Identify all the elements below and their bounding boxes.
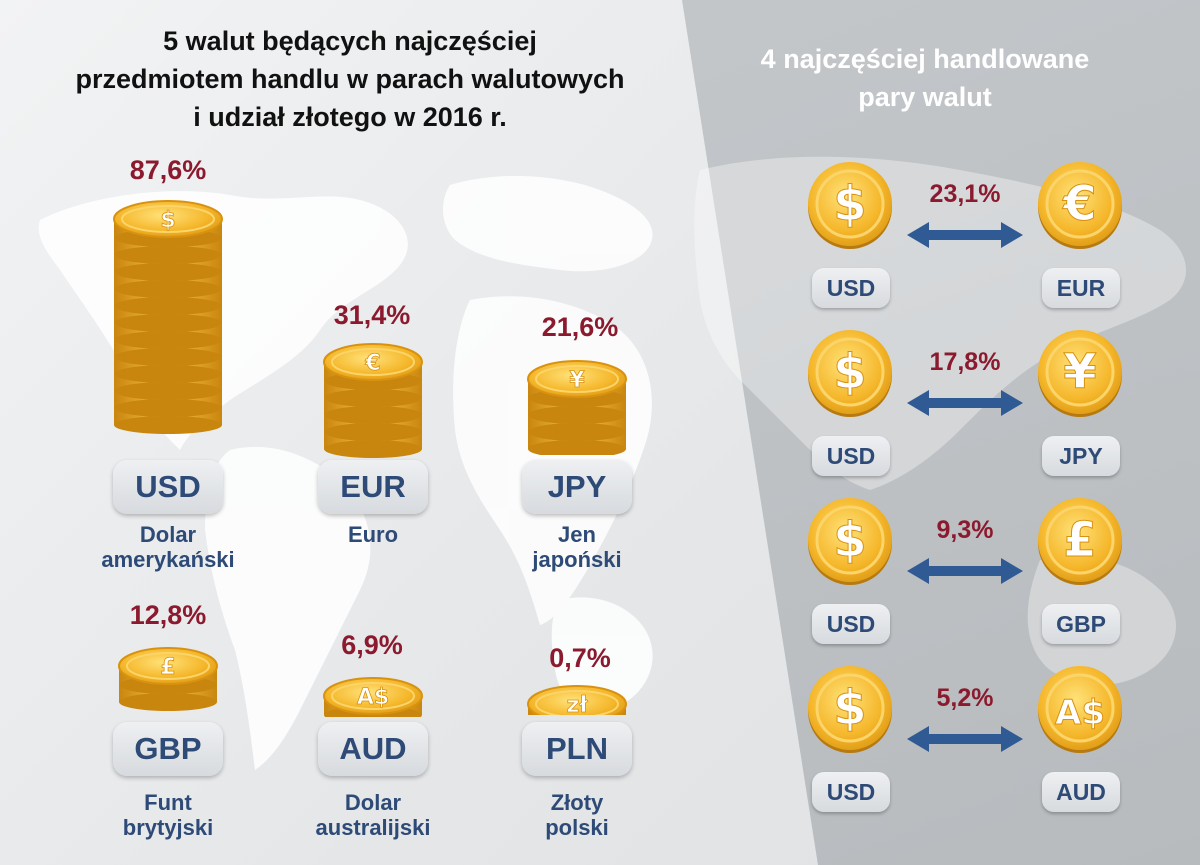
double-arrow-icon [907,390,1023,416]
aud-coin-icon: A$ [323,677,423,717]
name-jpy-line2: japoński [532,547,622,572]
code-aud: AUD [318,722,428,776]
pair-quote-code: JPY [1042,436,1120,476]
svg-text:zł: zł [567,693,589,715]
name-aud: Dolar australijski [273,790,473,840]
name-usd-line2: amerykański [101,547,235,572]
svg-text:£: £ [1063,512,1096,568]
name-pln-line2: polski [545,815,609,840]
name-pln: Złoty polski [477,790,677,840]
dollar-coin-icon: $ [808,162,892,249]
pair-base-code: USD [812,436,890,476]
svg-text:$: $ [833,512,866,568]
left-title-line1: 5 walut będących najczęściej [163,26,537,56]
share-aud: 6,9% [341,630,403,660]
svg-text:€: € [1062,176,1096,232]
double-arrow-icon [907,558,1023,584]
share-usd: 87,6% [129,155,207,185]
svg-text:$: $ [833,680,866,736]
double-arrow-icon [907,222,1023,248]
right-title: 4 najczęściej handlowane pary walut [700,40,1150,116]
svg-text:¥: ¥ [1063,344,1096,400]
pair-base-code: USD [812,268,890,308]
name-aud-line1: Dolar [344,790,402,815]
pair-quote-coin-icon: £ [1038,498,1122,585]
svg-text:£: £ [160,655,175,680]
svg-text:$: $ [160,208,175,233]
name-eur-line1: Euro [347,522,399,547]
svg-text:€: € [364,351,380,376]
name-gbp-line2: brytyjski [122,815,214,840]
svg-text:A$: A$ [357,685,389,710]
share-jpy: 21,6% [541,312,619,342]
code-gbp: GBP [113,722,223,776]
yen-coin-icon: ¥ [527,360,627,455]
zloty-coin-icon: zł [527,685,627,715]
pair-quote-coin-icon: € [1038,162,1122,249]
left-title-line3: i udział złotego w 2016 r. [193,102,507,132]
euro-coin-icon: € [323,343,423,458]
dollar-coin-icon: $ [808,666,892,753]
svg-text:¥: ¥ [569,368,585,393]
name-pln-line1: Złoty [550,790,604,815]
pair-quote-coin-icon: A$ [1038,666,1122,753]
name-jpy: Jen japoński [477,522,677,572]
dollar-coin-icon: $ [113,200,223,434]
pair-base-code: USD [812,772,890,812]
pair-quote-coin-icon: ¥ [1038,330,1122,417]
svg-text:$: $ [833,344,866,400]
right-title-line2: pary walut [858,82,992,112]
share-gbp: 12,8% [129,600,207,630]
pair-quote-code: GBP [1042,604,1120,644]
share-pln: 0,7% [549,643,611,673]
share-eur: 31,4% [333,300,411,330]
name-gbp-line1: Funt [144,790,192,815]
pair-quote-code: AUD [1042,772,1120,812]
dollar-coin-icon: $ [808,498,892,585]
name-aud-line2: australijski [315,815,431,840]
pair-share: 23,1% [929,180,1001,208]
name-usd-line1: Dolar [139,522,197,547]
right-title-line1: 4 najczęściej handlowane [760,44,1090,74]
double-arrow-icon [907,726,1023,752]
svg-text:$: $ [833,176,866,232]
code-pln: PLN [522,722,632,776]
pair-quote-code: EUR [1042,268,1120,308]
left-title: 5 walut będących najczęściej przedmiotem… [40,22,660,136]
name-usd: Dolar amerykański [68,522,268,572]
pair-share: 17,8% [929,348,1001,376]
pound-coin-icon: £ [118,647,218,711]
pair-share: 9,3% [936,516,994,544]
pair-share: 5,2% [936,684,994,712]
left-title-line2: przedmiotem handlu w parach walutowych [75,64,625,94]
name-eur: Euro [273,522,473,547]
svg-text:A$: A$ [1055,693,1105,733]
name-jpy-line1: Jen [558,522,596,547]
name-gbp: Funt brytyjski [68,790,268,840]
code-usd: USD [113,460,223,514]
code-jpy: JPY [522,460,632,514]
pair-base-code: USD [812,604,890,644]
code-eur: EUR [318,460,428,514]
dollar-coin-icon: $ [808,330,892,417]
